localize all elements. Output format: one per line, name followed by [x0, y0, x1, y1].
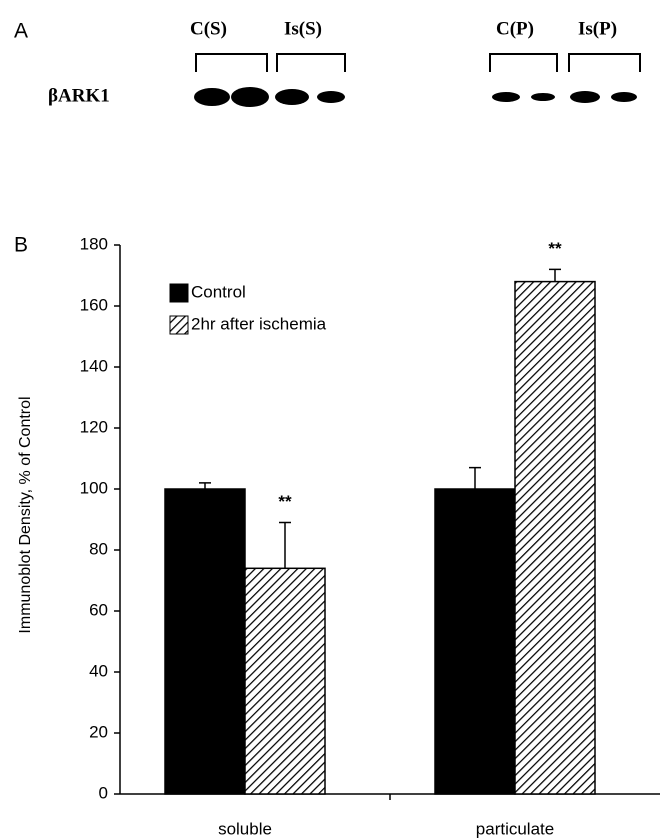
group-label: Is(S)	[284, 18, 322, 39]
panel-label: B	[14, 234, 28, 257]
plot: 0 20 40 60 80 100 120 140 160 180 soluble ** particu…	[80, 234, 660, 838]
y-tick-label: 0	[99, 783, 108, 802]
y-tick-label: 140	[80, 356, 108, 375]
brackets	[196, 54, 640, 72]
y-axis-label: Immunoblot Density, % of Control	[17, 396, 34, 633]
error-bar	[279, 523, 291, 569]
x-tick-label: particulate	[476, 819, 554, 838]
legend-label: 2hr after ischemia	[191, 314, 327, 333]
error-bar	[549, 269, 561, 281]
error-bar	[199, 483, 211, 489]
blot-bands	[194, 87, 637, 107]
bar	[435, 489, 515, 794]
group-label: C(S)	[190, 18, 227, 39]
legend-label: Control	[191, 282, 246, 301]
figure: A C(S) Is(S) C(P) Is(P) βARK1 B Immunobl…	[0, 0, 667, 838]
bar	[165, 489, 245, 794]
bar	[245, 568, 325, 794]
y-tick-label: 60	[89, 600, 108, 619]
panel-label: A	[14, 20, 28, 43]
y-tick-label: 80	[89, 539, 108, 558]
annotation: **	[278, 492, 292, 511]
bar	[515, 282, 595, 794]
y-tick-label: 20	[89, 722, 108, 741]
y-tick-label: 160	[80, 295, 108, 314]
group-label: C(P)	[496, 18, 534, 39]
group-label: Is(P)	[578, 18, 617, 39]
legend-swatch	[170, 316, 188, 334]
y-tick-label: 100	[80, 478, 108, 497]
annotation: **	[548, 239, 562, 258]
y-tick-label: 180	[80, 234, 108, 253]
y-tick-label: 120	[80, 417, 108, 436]
error-bar	[469, 468, 481, 489]
protein-label: βARK1	[48, 85, 110, 106]
x-tick-label: soluble	[218, 819, 272, 838]
legend-swatch	[170, 284, 188, 302]
y-tick-label: 40	[89, 661, 108, 680]
